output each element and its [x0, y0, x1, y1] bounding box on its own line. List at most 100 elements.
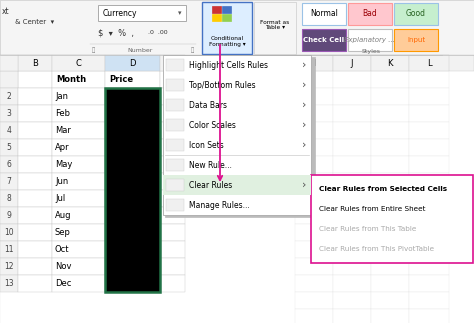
Bar: [160, 71, 185, 88]
Text: ›: ›: [302, 100, 306, 110]
Text: Apr: Apr: [55, 143, 70, 152]
Bar: [52, 122, 105, 139]
Bar: [18, 55, 52, 71]
Bar: [105, 190, 160, 207]
Bar: [52, 207, 105, 224]
Bar: [105, 88, 160, 105]
Bar: [166, 79, 184, 91]
Bar: [105, 258, 160, 275]
Bar: [52, 258, 105, 275]
Bar: [0, 0, 474, 55]
Text: ▾: ▾: [178, 10, 182, 16]
Text: Data Bars: Data Bars: [189, 100, 227, 109]
Bar: [0, 139, 18, 156]
Bar: [105, 71, 160, 88]
Bar: [18, 105, 52, 122]
Bar: [409, 139, 449, 156]
Bar: [409, 190, 449, 207]
Text: B: B: [32, 58, 38, 68]
Bar: [0, 105, 18, 122]
Bar: [52, 173, 105, 190]
Bar: [52, 88, 105, 105]
Bar: [333, 139, 371, 156]
Bar: [105, 156, 160, 173]
Bar: [105, 207, 160, 224]
Bar: [295, 309, 333, 323]
Text: Highlight Cells Rules: Highlight Cells Rules: [189, 60, 268, 69]
Bar: [333, 258, 371, 275]
Bar: [18, 122, 52, 139]
Text: Jun: Jun: [55, 177, 68, 186]
Bar: [333, 105, 371, 122]
Bar: [212, 14, 221, 21]
Bar: [105, 55, 160, 71]
Bar: [160, 173, 185, 190]
Bar: [18, 139, 52, 156]
Bar: [105, 122, 160, 139]
Text: 11: 11: [4, 245, 14, 254]
Bar: [409, 309, 449, 323]
Bar: [160, 105, 185, 122]
Text: & Center  ▾: & Center ▾: [15, 19, 54, 25]
Text: ›: ›: [302, 120, 306, 130]
Bar: [371, 71, 409, 88]
Text: Styles: Styles: [362, 49, 381, 55]
Bar: [371, 122, 409, 139]
Bar: [409, 258, 449, 275]
Bar: [333, 71, 371, 88]
Text: ›: ›: [302, 180, 306, 190]
Bar: [160, 122, 185, 139]
Bar: [371, 258, 409, 275]
Bar: [371, 173, 409, 190]
Bar: [160, 275, 185, 292]
Text: Dec: Dec: [55, 279, 72, 288]
Bar: [105, 139, 160, 156]
Bar: [333, 88, 371, 105]
Text: Clear Rules from This PivotTable: Clear Rules from This PivotTable: [319, 246, 434, 252]
Bar: [18, 258, 52, 275]
Text: ›: ›: [302, 60, 306, 70]
Text: $97.64: $97.64: [128, 160, 157, 169]
Text: Conditional
Formatting ▾: Conditional Formatting ▾: [209, 36, 246, 47]
Bar: [409, 173, 449, 190]
Bar: [409, 122, 449, 139]
Text: 12: 12: [4, 262, 14, 271]
Bar: [333, 55, 371, 71]
Bar: [371, 275, 409, 292]
Bar: [371, 105, 409, 122]
Text: Check Cell: Check Cell: [303, 37, 345, 43]
Bar: [295, 122, 333, 139]
Text: Normal: Normal: [310, 9, 338, 18]
Bar: [52, 71, 105, 88]
Bar: [52, 224, 105, 241]
Text: 8: 8: [7, 194, 11, 203]
Text: 7: 7: [7, 177, 11, 186]
Bar: [52, 275, 105, 292]
Bar: [18, 275, 52, 292]
Bar: [98, 5, 186, 21]
Bar: [52, 156, 105, 173]
Text: Clear Rules from Selected Cells: Clear Rules from Selected Cells: [319, 186, 447, 192]
Bar: [222, 14, 231, 21]
Bar: [202, 2, 252, 54]
Text: L: L: [427, 58, 431, 68]
Text: Clear Rules from Entire Sheet: Clear Rules from Entire Sheet: [319, 206, 426, 212]
Bar: [371, 292, 409, 309]
Bar: [409, 275, 449, 292]
Bar: [0, 241, 18, 258]
Bar: [302, 29, 346, 51]
Bar: [18, 156, 52, 173]
Text: $99.54: $99.54: [128, 177, 157, 186]
Bar: [394, 29, 438, 51]
Bar: [333, 173, 371, 190]
Bar: [409, 71, 449, 88]
Bar: [52, 190, 105, 207]
Bar: [311, 175, 473, 263]
Text: 3: 3: [7, 109, 11, 118]
Bar: [295, 258, 333, 275]
Bar: [105, 275, 160, 292]
Bar: [52, 139, 105, 156]
Bar: [409, 88, 449, 105]
Text: 5: 5: [7, 143, 11, 152]
Bar: [371, 88, 409, 105]
